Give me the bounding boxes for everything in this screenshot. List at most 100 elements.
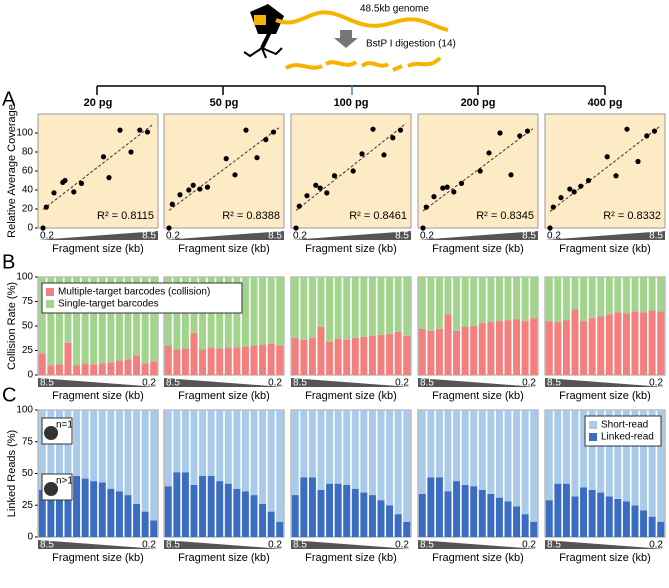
bar-segment	[181, 472, 189, 537]
bar-segment	[513, 410, 521, 507]
bar-segment	[317, 326, 325, 375]
bar-segment	[470, 486, 478, 537]
point	[296, 203, 302, 209]
bar-segment	[394, 410, 402, 515]
bar-segment	[276, 345, 284, 375]
x-axis-label: Fragment size (kb)	[559, 390, 651, 402]
wedge-start-label: 8.5	[40, 378, 54, 389]
panel-label: C	[2, 384, 16, 406]
wedge-start-label: 8.5	[547, 540, 561, 551]
bar-segment	[648, 516, 656, 537]
bar-segment	[343, 339, 351, 375]
point	[270, 129, 277, 135]
bar-segment	[513, 319, 521, 375]
bar-segment	[300, 410, 308, 478]
bar-segment	[622, 501, 630, 537]
bar-segment	[418, 328, 426, 375]
x-axis-label: Fragment size (kb)	[432, 243, 524, 255]
bar-segment	[207, 410, 215, 477]
panel-background	[37, 113, 159, 229]
bar-segment	[495, 321, 503, 375]
bar-segment	[461, 277, 469, 327]
bar-segment	[55, 277, 63, 365]
panel-title: 100 pg	[334, 97, 369, 109]
bar-segment	[55, 364, 63, 375]
point	[317, 185, 323, 191]
point	[370, 126, 376, 132]
bar-segment	[150, 277, 158, 362]
bar-segment	[435, 477, 443, 537]
bar-segment	[308, 477, 316, 537]
bar-segment	[233, 347, 241, 375]
bar-segment	[403, 521, 411, 537]
y-tick-label: 75	[22, 436, 34, 447]
bar-segment	[368, 335, 376, 375]
bar-segment	[605, 410, 613, 497]
point	[486, 150, 492, 156]
bar-segment	[453, 277, 461, 331]
panel-title: 20 pg	[84, 97, 113, 109]
bar-segment	[588, 277, 596, 319]
bar-segment	[133, 355, 141, 375]
point	[458, 180, 465, 186]
bar-segment	[386, 410, 394, 506]
bar-segment	[81, 478, 89, 537]
bar-segment	[470, 326, 478, 375]
bar-segment	[614, 277, 622, 313]
r-squared: R² = 0.8388	[222, 210, 280, 222]
point	[651, 128, 658, 134]
bar-segment	[107, 362, 115, 375]
point	[451, 189, 457, 195]
bar-segment	[504, 501, 512, 537]
bar-segment	[181, 348, 189, 375]
bar-segment	[648, 277, 656, 311]
bar-segment	[115, 491, 123, 537]
bar-segment	[614, 312, 622, 375]
point	[144, 129, 151, 135]
y-tick-label: 50	[22, 468, 34, 479]
point	[420, 225, 426, 231]
y-axis-label: Collision Rate (%)	[6, 282, 18, 370]
x-axis-label: Fragment size (kb)	[432, 390, 524, 402]
point	[613, 173, 619, 179]
bar-segment	[190, 410, 198, 485]
bar-segment	[216, 410, 224, 482]
bar-segment	[580, 277, 588, 322]
bar-segment	[190, 332, 198, 375]
bar-segment	[259, 503, 267, 537]
bar-segment	[386, 505, 394, 537]
bar-segment	[351, 277, 359, 338]
size-wedge	[545, 378, 665, 387]
point	[390, 135, 396, 141]
point	[223, 156, 229, 162]
point	[567, 186, 573, 192]
bar-segment	[444, 314, 452, 375]
x-axis-label: Fragment size (kb)	[432, 552, 524, 564]
bar-segment	[386, 333, 394, 375]
bar-segment	[622, 313, 630, 375]
legend-swatch	[46, 300, 54, 308]
bar-segment	[435, 328, 443, 375]
point	[547, 225, 553, 231]
bar-segment	[216, 348, 224, 375]
wedge-end-label: 8.5	[142, 231, 156, 242]
bar-segment	[648, 410, 656, 517]
point	[117, 127, 123, 133]
bar-segment	[554, 277, 562, 323]
panel-title: 400 pg	[588, 97, 623, 109]
bar-segment	[631, 410, 639, 506]
bar-segment	[343, 410, 351, 485]
bar-segment	[164, 486, 172, 537]
bar-segment	[403, 335, 411, 375]
bar-segment	[351, 488, 359, 537]
bar-segment	[164, 345, 172, 375]
bar-segment	[64, 342, 72, 375]
bar-segment	[631, 311, 639, 375]
bar-segment	[478, 277, 486, 324]
bar-segment	[250, 410, 258, 496]
bar-segment	[487, 410, 495, 494]
point	[232, 172, 238, 178]
bar-segment	[343, 484, 351, 537]
bar-segment	[545, 277, 553, 322]
bar-segment	[418, 493, 426, 537]
